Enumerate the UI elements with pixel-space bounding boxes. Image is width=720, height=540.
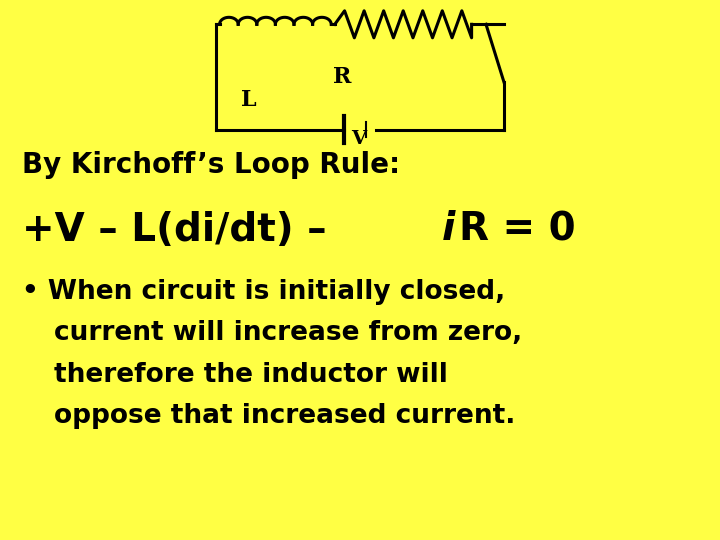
Text: By Kirchoff’s Loop Rule:: By Kirchoff’s Loop Rule:: [22, 151, 400, 179]
Text: current will increase from zero,: current will increase from zero,: [54, 320, 522, 346]
Text: therefore the inductor will: therefore the inductor will: [54, 362, 448, 388]
Text: V: V: [351, 130, 366, 148]
Text: +V – L(di/dt) –: +V – L(di/dt) –: [22, 211, 340, 248]
Text: • When circuit is initially closed,: • When circuit is initially closed,: [22, 279, 505, 305]
Text: i: i: [442, 211, 456, 248]
Text: oppose that increased current.: oppose that increased current.: [54, 403, 516, 429]
Text: L: L: [240, 89, 256, 111]
Text: R = 0: R = 0: [459, 211, 576, 248]
Text: R: R: [333, 66, 351, 88]
